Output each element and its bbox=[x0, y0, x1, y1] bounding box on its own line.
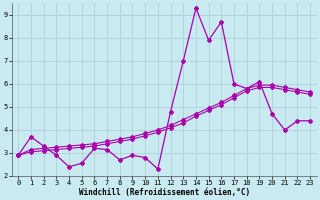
X-axis label: Windchill (Refroidissement éolien,°C): Windchill (Refroidissement éolien,°C) bbox=[79, 188, 250, 197]
